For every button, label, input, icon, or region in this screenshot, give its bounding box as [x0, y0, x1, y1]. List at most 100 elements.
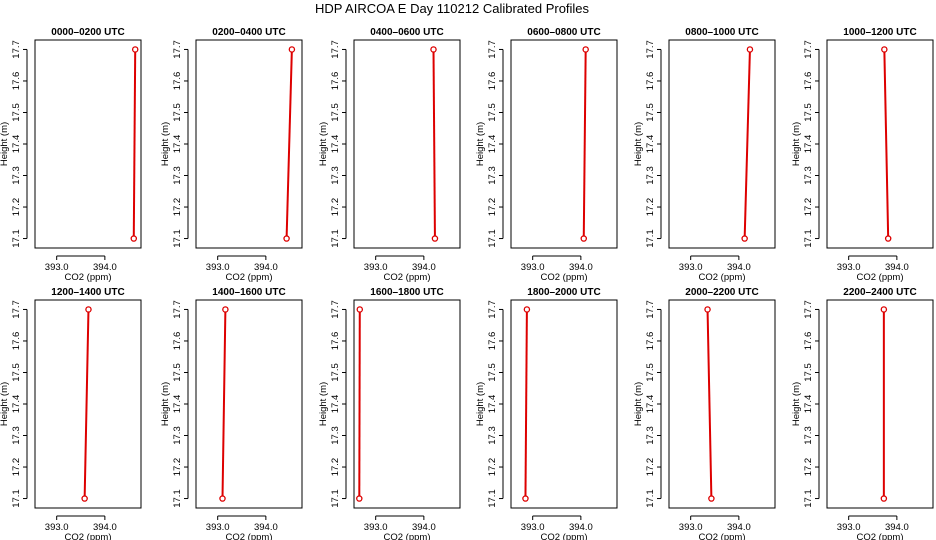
- data-point: [219, 495, 226, 502]
- profile-line: [524, 309, 528, 499]
- panel-title: 2000–2200 UTC: [685, 287, 758, 298]
- y-tick-label: 17.1: [803, 229, 814, 248]
- data-point: [522, 495, 529, 502]
- y-tick-label: 17.3: [645, 426, 656, 445]
- figure-title: HDP AIRCOA E Day 110212 Calibrated Profi…: [315, 1, 590, 16]
- y-tick-label: 17.7: [172, 300, 183, 319]
- panel-title: 1600–1800 UTC: [370, 287, 443, 298]
- y-tick-label: 17.1: [645, 229, 656, 248]
- panel-title: 0800–1000 UTC: [685, 27, 758, 38]
- y-tick-label: 17.2: [803, 198, 814, 217]
- x-tick-label: 394.0: [727, 522, 751, 533]
- profile-line: [883, 49, 890, 239]
- plot-frame: [34, 299, 142, 509]
- plot-frame: [510, 299, 618, 509]
- y-tick-label: 17.4: [11, 135, 22, 154]
- y-tick-label: 17.7: [803, 40, 814, 59]
- y-tick-label: 17.1: [11, 489, 22, 508]
- data-point: [746, 46, 754, 53]
- y-tick-label: 17.4: [11, 395, 22, 414]
- y-tick-label: 17.6: [645, 332, 656, 351]
- y-axis-label: Height (m): [318, 122, 329, 166]
- y-tick-label: 17.6: [172, 72, 183, 91]
- x-tick-label: 393.0: [206, 262, 230, 273]
- y-tick-label: 17.3: [330, 166, 341, 185]
- y-tick-label: 17.4: [645, 395, 656, 414]
- data-point: [704, 306, 711, 313]
- x-tick-label: 393.0: [45, 262, 69, 273]
- x-axis-label: CO2 (ppm): [699, 272, 746, 283]
- y-tick-label: 17.7: [11, 40, 22, 59]
- y-tick-label: 17.5: [645, 103, 656, 122]
- x-axis-label: CO2 (ppm): [65, 532, 112, 540]
- y-tick-label: 17.4: [330, 395, 341, 414]
- x-tick-label: 394.0: [412, 262, 436, 273]
- y-axis-label: Height (m): [0, 122, 10, 166]
- y-axis-label: Height (m): [160, 122, 171, 166]
- panel-title: 1000–1200 UTC: [843, 27, 916, 38]
- y-tick-label: 17.3: [487, 426, 498, 445]
- x-tick-label: 394.0: [569, 522, 593, 533]
- data-point: [85, 306, 92, 313]
- profile-line: [582, 49, 587, 239]
- y-tick-label: 17.7: [645, 40, 656, 59]
- data-point: [356, 495, 363, 502]
- data-point: [222, 306, 229, 313]
- profile-line: [83, 309, 90, 499]
- y-tick-label: 17.4: [803, 395, 814, 414]
- data-point: [356, 306, 364, 313]
- y-tick-label: 17.7: [487, 40, 498, 59]
- y-tick-label: 17.4: [487, 395, 498, 414]
- y-tick-label: 17.7: [172, 40, 183, 59]
- y-tick-label: 17.2: [11, 198, 22, 217]
- y-tick-label: 17.7: [330, 300, 341, 319]
- x-tick-label: 394.0: [93, 262, 117, 273]
- data-point: [131, 46, 139, 53]
- data-point: [523, 306, 531, 313]
- y-tick-label: 17.2: [487, 198, 498, 217]
- y-tick-label: 17.6: [645, 72, 656, 91]
- profile-line: [221, 309, 227, 499]
- x-tick-label: 394.0: [412, 522, 436, 533]
- profile-line: [132, 49, 137, 239]
- y-axis-label: Height (m): [791, 122, 802, 166]
- y-tick-label: 17.6: [803, 332, 814, 351]
- plot-frame: [195, 299, 303, 509]
- y-tick-label: 17.4: [645, 135, 656, 154]
- y-axis-label: Height (m): [475, 122, 486, 166]
- x-tick-label: 394.0: [885, 262, 909, 273]
- y-axis-label: Height (m): [160, 382, 171, 426]
- y-tick-label: 17.3: [803, 166, 814, 185]
- data-point: [880, 495, 888, 502]
- x-axis-label: CO2 (ppm): [541, 532, 588, 540]
- y-tick-label: 17.6: [11, 72, 22, 91]
- y-tick-label: 17.3: [11, 426, 22, 445]
- panel-title: 1800–2000 UTC: [527, 287, 600, 298]
- y-tick-label: 17.5: [11, 363, 22, 382]
- data-point: [741, 235, 748, 242]
- y-tick-label: 17.2: [487, 458, 498, 477]
- y-tick-label: 17.6: [803, 72, 814, 91]
- data-point: [580, 235, 588, 242]
- panel-title: 1200–1400 UTC: [51, 287, 124, 298]
- profile-line: [743, 49, 751, 239]
- data-point: [708, 495, 715, 502]
- plot-frame: [826, 39, 934, 249]
- y-tick-label: 17.6: [487, 72, 498, 91]
- data-point: [430, 46, 437, 53]
- y-tick-label: 17.4: [172, 135, 183, 154]
- plot-frame: [510, 39, 618, 249]
- x-tick-label: 394.0: [569, 262, 593, 273]
- plot-frame: [195, 39, 303, 249]
- x-tick-label: 393.0: [837, 522, 861, 533]
- plot-frame: [826, 299, 934, 509]
- x-axis-label: CO2 (ppm): [226, 272, 273, 283]
